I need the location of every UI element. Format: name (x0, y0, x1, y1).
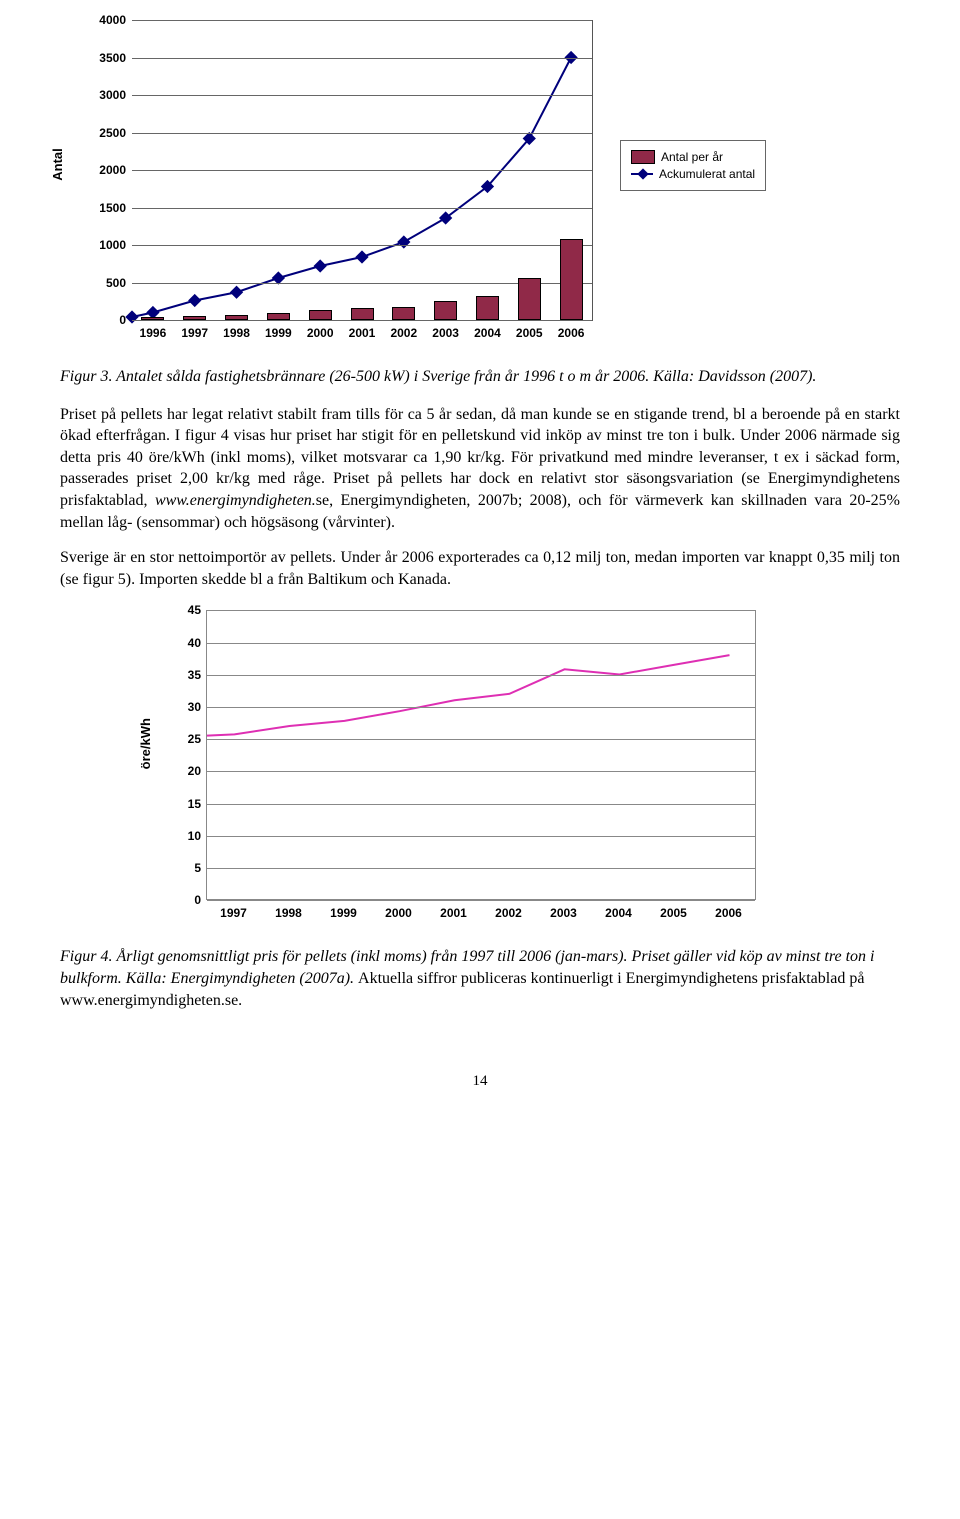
chart1-bar (518, 278, 541, 320)
body-paragraph-1: Priset på pellets har legat relativt sta… (60, 404, 900, 534)
chart1-bar (351, 308, 374, 320)
chart1-xtick: 2005 (516, 326, 543, 340)
page: Antal 05001000150020002500300035004000 A… (0, 0, 960, 1131)
chart1-bar (560, 239, 583, 320)
chart1-ytick: 1000 (99, 238, 132, 252)
chart2-y-axis-label: öre/kWh (138, 718, 153, 769)
chart2-ytick: 35 (188, 668, 207, 682)
legend-swatch-bar (631, 150, 655, 164)
chart2-ytick: 15 (188, 797, 207, 811)
chart1-bar (392, 307, 415, 320)
chart2-xtick: 2006 (715, 906, 742, 920)
figure-4-chart: öre/kWh 051015202530354045 1997199819992… (150, 610, 790, 940)
chart2-xtick: 2005 (660, 906, 687, 920)
chart1-ytick: 1500 (99, 201, 132, 215)
chart1-ytick: 4000 (99, 13, 132, 27)
chart1-bar (225, 315, 248, 320)
chart2-xtick: 2003 (550, 906, 577, 920)
chart2-xtick: 1997 (220, 906, 247, 920)
legend-label: Antal per år (661, 150, 723, 164)
chart1-xtick: 2001 (349, 326, 376, 340)
chart1-xtick: 1996 (140, 326, 167, 340)
chart1-xtick: 2006 (558, 326, 585, 340)
chart1-ytick: 3500 (99, 51, 132, 65)
chart1-xtick: 1997 (181, 326, 208, 340)
chart1-ytick: 2000 (99, 163, 132, 177)
chart2-xtick: 1998 (275, 906, 302, 920)
chart2-xtick: 2001 (440, 906, 467, 920)
chart2-ytick: 10 (188, 829, 207, 843)
chart1-xtick: 2004 (474, 326, 501, 340)
chart1-ytick: 2500 (99, 126, 132, 140)
chart1-ytick: 500 (106, 276, 132, 290)
chart1-bar (434, 301, 457, 321)
chart1-legend: Antal per år Ackumulerat antal (620, 140, 766, 191)
chart1-xtick: 2003 (432, 326, 459, 340)
chart2-xtick: 1999 (330, 906, 357, 920)
chart1-bar (141, 317, 164, 320)
chart2-ytick: 0 (194, 893, 207, 907)
chart2-line-layer (207, 610, 757, 900)
figure-4-caption: Figur 4. Årligt genomsnittligt pris för … (60, 946, 900, 1011)
chart2-ytick: 40 (188, 636, 207, 650)
chart1-bar (183, 316, 206, 321)
chart1-xtick: 2000 (307, 326, 334, 340)
chart1-bar (476, 296, 499, 320)
chart1-xtick: 1998 (223, 326, 250, 340)
chart2-xtick: 2002 (495, 906, 522, 920)
legend-swatch-line (631, 173, 653, 175)
chart2-ytick: 45 (188, 603, 207, 617)
chart1-plot-area: 05001000150020002500300035004000 (132, 20, 593, 321)
page-number: 14 (60, 1071, 900, 1091)
figure-3-chart: Antal 05001000150020002500300035004000 A… (60, 20, 800, 360)
legend-item-line: Ackumulerat antal (631, 167, 755, 181)
chart1-ytick: 0 (119, 313, 132, 327)
chart2-plot-area: 051015202530354045 (206, 610, 756, 900)
chart1-ytick: 3000 (99, 88, 132, 102)
legend-label: Ackumulerat antal (659, 167, 755, 181)
chart2-ytick: 25 (188, 732, 207, 746)
legend-item-bar: Antal per år (631, 150, 755, 164)
figure-3-caption: Figur 3. Antalet sålda fastighetsbrännar… (60, 366, 900, 388)
chart2-xtick: 2000 (385, 906, 412, 920)
chart2-xtick: 2004 (605, 906, 632, 920)
chart2-ytick: 20 (188, 764, 207, 778)
chart1-xtick: 2002 (390, 326, 417, 340)
chart1-y-axis-label: Antal (50, 148, 65, 181)
body-paragraph-2: Sverige är en stor nettoimportör av pell… (60, 547, 900, 590)
chart2-ytick: 30 (188, 700, 207, 714)
chart2-ytick: 5 (194, 861, 207, 875)
chart1-bar (267, 313, 290, 320)
chart1-bar (309, 310, 332, 321)
para1-em: www.energimyndigheten. (155, 492, 316, 509)
chart1-xtick: 1999 (265, 326, 292, 340)
